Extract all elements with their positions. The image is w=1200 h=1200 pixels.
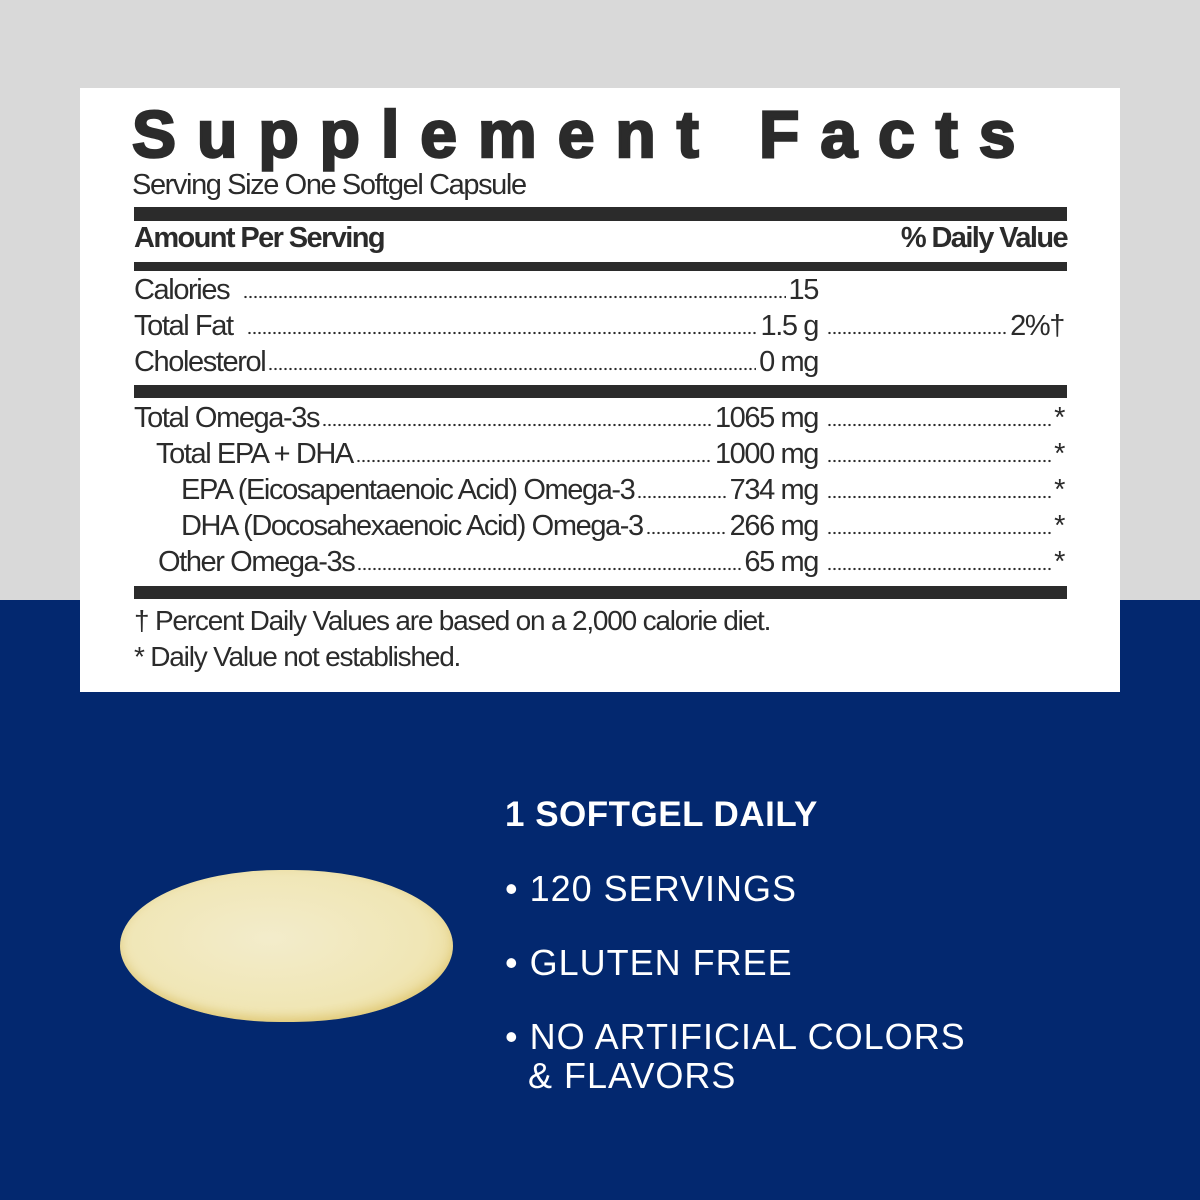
dosage-headline: 1 SOFTGEL DAILY xyxy=(505,795,818,834)
amount-header: Amount Per Serving xyxy=(134,222,386,254)
nutrient-name: Other Omega-3s xyxy=(158,546,356,578)
table-row: Other Omega-3s 65 mg * xyxy=(134,545,1065,579)
serving-size: Serving Size One Softgel Capsule xyxy=(132,169,527,201)
nutrient-amount: 1000 mg xyxy=(714,438,819,470)
nutrient-name: EPA (Eicosapentaenoic Acid) Omega-3 xyxy=(181,474,636,506)
daily-value: * xyxy=(1054,474,1065,506)
feature-gluten-free: • GLUTEN FREE xyxy=(505,942,793,983)
nutrient-name: Total EPA + DHA xyxy=(156,438,354,470)
nutrient-name: Cholesterol xyxy=(134,346,267,378)
nutrient-name: Calories xyxy=(134,274,231,306)
nutrient-amount: 266 mg xyxy=(729,510,820,542)
divider-thick xyxy=(134,586,1067,599)
nutrient-amount: 15 xyxy=(788,274,820,306)
table-row: DHA (Docosahexaenoic Acid) Omega-3 266 mg… xyxy=(134,509,1065,543)
nutrient-amount: 734 mg xyxy=(729,474,820,506)
nutrient-name: DHA (Docosahexaenoic Acid) Omega-3 xyxy=(181,510,644,542)
nutrient-name: Total Fat xyxy=(134,310,234,342)
table-row: EPA (Eicosapentaenoic Acid) Omega-3 734 m… xyxy=(134,473,1065,507)
panel-title: Supplement Facts xyxy=(131,96,1037,173)
softgel-capsule-image xyxy=(120,870,453,1022)
supplement-facts-panel: Supplement Facts Serving Size One Softge… xyxy=(80,88,1120,692)
daily-value: * xyxy=(1054,402,1065,434)
daily-value: 2%† xyxy=(1010,310,1065,342)
footnote-daily-values: † Percent Daily Values are based on a 2,… xyxy=(134,605,771,636)
daily-value: * xyxy=(1054,438,1065,470)
daily-value-header: % Daily Value xyxy=(900,222,1069,254)
divider-thick xyxy=(134,385,1067,398)
table-row: Calories 15 xyxy=(134,273,1064,307)
daily-value: * xyxy=(1054,546,1065,578)
nutrient-amount: 0 mg xyxy=(759,346,819,378)
feature-no-artificial: • NO ARTIFICIAL COLORS xyxy=(505,1016,966,1057)
divider-thick xyxy=(134,207,1067,221)
daily-value: * xyxy=(1054,510,1065,542)
table-row: Total Omega-3s 1065 mg * xyxy=(134,401,1065,435)
table-row: Total EPA + DHA 1000 mg * xyxy=(134,437,1065,471)
footnote-not-established: * Daily Value not established. xyxy=(134,641,461,672)
nutrient-name: Total Omega-3s xyxy=(134,402,321,434)
nutrient-amount: 1.5 g xyxy=(760,310,820,342)
table-row: Total Fat 1.5 g 2%† xyxy=(134,309,1065,343)
nutrient-amount: 1065 mg xyxy=(714,402,819,434)
feature-servings: • 120 SERVINGS xyxy=(505,868,798,909)
divider xyxy=(134,262,1067,271)
table-header: Amount Per Serving % Daily Value xyxy=(134,221,1069,255)
nutrient-amount: 65 mg xyxy=(744,546,819,578)
table-row: Cholesterol 0 mg xyxy=(134,345,1064,379)
feature-no-artificial-cont: & FLAVORS xyxy=(528,1055,737,1096)
